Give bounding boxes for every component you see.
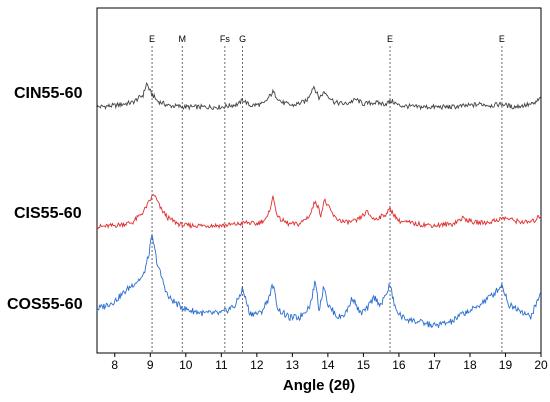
marker-label-1: M — [178, 34, 186, 44]
series-lines — [96, 82, 542, 329]
marker-label-0: E — [149, 34, 155, 44]
x-tick-label-0: 8 — [111, 358, 118, 372]
x-tick-label-9: 17 — [428, 358, 442, 372]
x-tick-label-1: 9 — [147, 358, 154, 372]
marker-label-2: Fs — [220, 34, 230, 44]
marker-label-4: E — [387, 34, 393, 44]
x-tick-label-5: 13 — [286, 358, 300, 372]
series-label-cin: CIN55-60 — [14, 85, 83, 102]
series-line-2 — [96, 234, 542, 329]
series-line-0 — [96, 82, 542, 111]
plot-frame — [96, 7, 542, 354]
x-tick-label-4: 12 — [250, 358, 264, 372]
marker-label-5: E — [499, 34, 505, 44]
x-axis-ticks: 8 9 10 11 12 13 14 15 16 17 18 19 20 — [111, 353, 548, 372]
x-tick-label-8: 16 — [392, 358, 406, 372]
marker-label-3: G — [239, 34, 246, 44]
x-tick-label-10: 18 — [463, 358, 477, 372]
x-tick-label-6: 14 — [321, 358, 335, 372]
x-tick-label-12: 20 — [534, 358, 548, 372]
x-tick-label-11: 19 — [499, 358, 513, 372]
x-tick-label-3: 11 — [215, 358, 228, 372]
x-tick-label-2: 10 — [179, 358, 193, 372]
reference-markers: E M Fs G E E — [149, 34, 505, 353]
series-label-cos: COS55-60 — [7, 296, 83, 313]
x-tick-label-7: 15 — [357, 358, 371, 372]
series-label-cis: CIS55-60 — [14, 205, 82, 222]
x-axis-title: Angle (2θ) — [283, 377, 355, 394]
series-line-1 — [96, 194, 542, 230]
